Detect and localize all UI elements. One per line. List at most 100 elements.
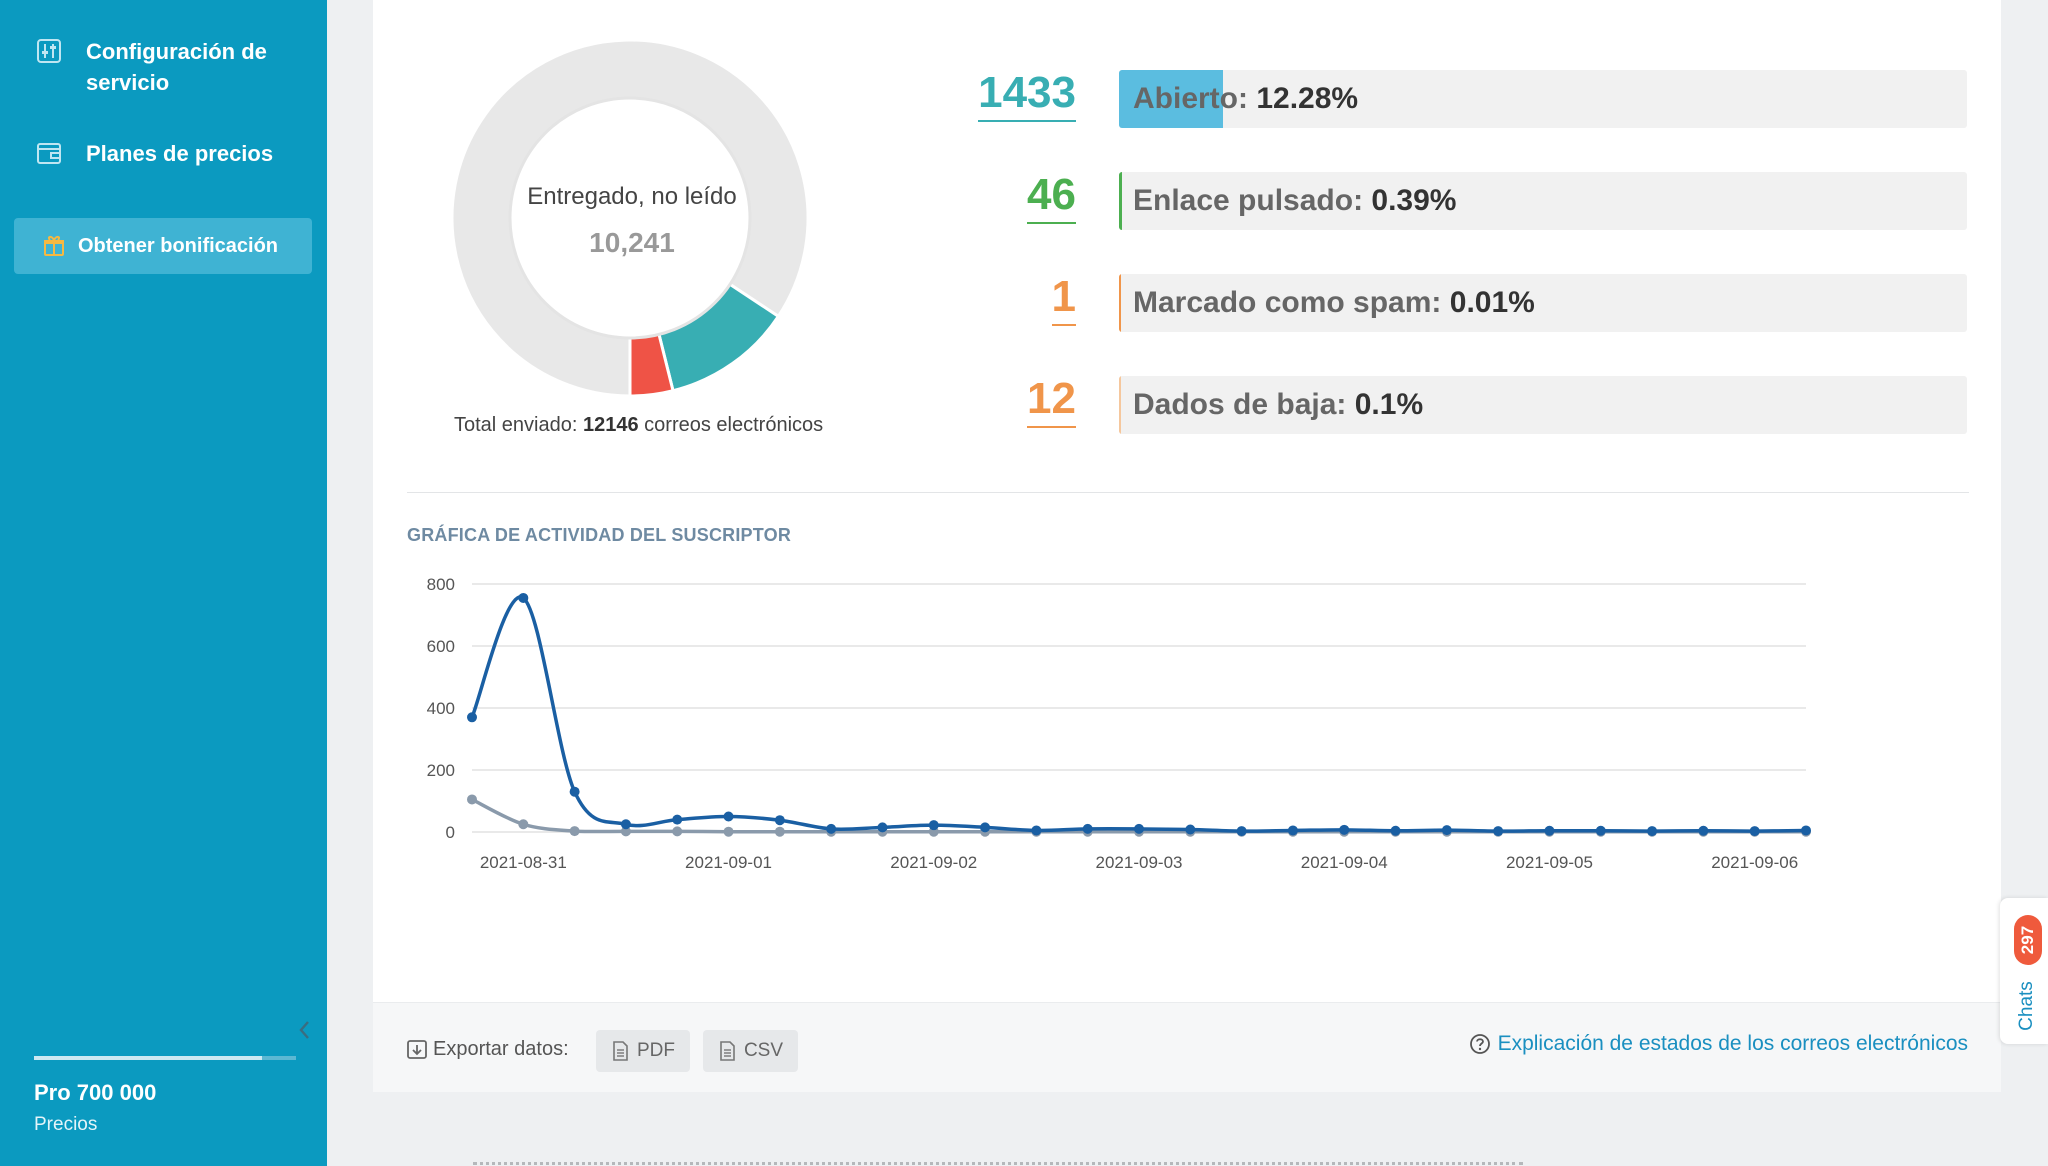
data-point[interactable] (1801, 825, 1811, 836)
stat-label: Enlace pulsado: (1133, 184, 1364, 217)
chevron-left-icon[interactable] (296, 1018, 314, 1042)
stat-bar-fill (1119, 376, 1121, 434)
data-point[interactable] (1185, 824, 1196, 835)
stat-bar: Enlace pulsado: 0.39% (1119, 172, 1967, 230)
stat-text: Abierto: 12.28% (1133, 82, 1358, 116)
stat-bar-fill (1119, 274, 1121, 332)
x-tick-label: 2021-09-06 (1711, 853, 1798, 872)
data-point[interactable] (1647, 826, 1658, 837)
stat-text: Marcado como spam: 0.01% (1133, 286, 1535, 320)
x-tick-label: 2021-09-04 (1301, 853, 1388, 872)
help-link-label: Explicación de estados de los correos el… (1497, 1032, 1968, 1055)
x-tick-label: 2021-09-02 (890, 853, 977, 872)
data-point[interactable] (1749, 826, 1760, 837)
sidebar-item-label: Planes de precios (86, 141, 274, 166)
stat-pct: 12.28% (1256, 82, 1359, 115)
x-tick-label: 2021-09-05 (1506, 853, 1593, 872)
document-icon (720, 1041, 735, 1061)
section-divider (407, 492, 1969, 493)
data-point[interactable] (1134, 823, 1144, 834)
export-label: Exportar datos: (433, 1038, 569, 1060)
stat-text: Enlace pulsado: 0.39% (1133, 184, 1456, 218)
subscriber-activity-chart: 0 200 400 600 800 2021-08-31 2021-09-01 2021-09… (427, 575, 1811, 872)
stat-bar: Dados de baja: 0.1% (1119, 376, 1967, 434)
data-point[interactable] (467, 794, 477, 805)
question-circle-icon (1469, 1034, 1490, 1054)
stat-bar: Abierto: 12.28% (1119, 70, 1967, 128)
total-sent-suffix: correos electrónicos (644, 414, 824, 436)
y-tick-label: 600 (427, 637, 455, 656)
sliders-icon (37, 39, 61, 63)
sidebar-item-pricing-plans[interactable]: Planes de precios (36, 138, 306, 169)
data-point[interactable] (672, 826, 683, 837)
data-point[interactable] (518, 592, 529, 603)
data-point[interactable] (1441, 825, 1452, 836)
data-point[interactable] (774, 826, 785, 837)
donut-center (508, 96, 752, 340)
bonus-label: Obtener bonificación (78, 234, 279, 257)
y-tick-label: 0 (446, 823, 455, 842)
chats-count-badge: 297 (2014, 915, 2042, 965)
data-point[interactable] (877, 822, 888, 833)
plan-name: Pro 700 000 (34, 1080, 157, 1105)
data-point[interactable] (518, 819, 529, 830)
data-point[interactable] (569, 826, 580, 837)
donut-center-value: 10,241 (589, 227, 675, 258)
data-point[interactable] (774, 815, 785, 826)
data-point[interactable] (620, 819, 631, 830)
chats-count: 297 (2018, 925, 2037, 955)
total-sent-prefix: Total enviado: (454, 414, 578, 436)
data-point[interactable] (723, 811, 734, 822)
export-icon (407, 1040, 427, 1059)
data-point[interactable] (980, 822, 991, 833)
wallet-icon (37, 143, 61, 164)
data-point[interactable] (1287, 825, 1298, 836)
y-tick-label: 400 (427, 699, 455, 718)
export-csv-label: CSV (743, 1040, 784, 1061)
data-point[interactable] (928, 820, 939, 831)
export-csv-button[interactable]: CSV (703, 1030, 798, 1072)
data-point[interactable] (1493, 826, 1504, 837)
delivery-donut-chart (452, 40, 808, 396)
data-point[interactable] (1339, 824, 1350, 835)
total-sent-value: 12146 (582, 414, 639, 436)
y-tick-label: 200 (427, 761, 455, 780)
sidebar: Configuración de servicio Planes de prec… (0, 0, 327, 1166)
total-sent: Total enviado: 12146 correos electrónico… (454, 414, 823, 437)
data-point[interactable] (1236, 826, 1247, 837)
data-point[interactable] (826, 823, 837, 834)
stat-bar-fill (1119, 70, 1224, 128)
series-line (470, 595, 1807, 833)
x-tick-label: 2021-08-31 (480, 853, 567, 872)
plan-usage-fill (34, 1056, 262, 1060)
data-point[interactable] (1544, 825, 1555, 836)
data-point[interactable] (569, 786, 580, 797)
email-status-help-link[interactable]: Explicación de estados de los correos el… (1469, 1032, 1968, 1056)
data-point[interactable] (723, 826, 734, 837)
data-point[interactable] (1595, 825, 1606, 836)
data-point[interactable] (672, 814, 683, 825)
data-point[interactable] (1082, 823, 1093, 834)
data-point[interactable] (1390, 825, 1401, 836)
y-tick-label: 800 (427, 575, 455, 594)
data-point[interactable] (467, 712, 477, 723)
stat-bar-fill (1119, 172, 1123, 230)
plan-subtitle-link[interactable]: Precios (34, 1114, 98, 1135)
x-tick-label: 2021-09-03 (1096, 853, 1183, 872)
data-point[interactable] (620, 826, 631, 837)
stat-label: Abierto: (1133, 82, 1248, 115)
chats-label[interactable]: Chats (2016, 981, 2037, 1031)
data-point[interactable] (1031, 825, 1042, 836)
export-pdf-button[interactable]: PDF (596, 1030, 690, 1072)
x-tick-label: 2021-09-01 (685, 853, 772, 872)
sidebar-item-service-config[interactable]: Configuración de servicio (36, 36, 306, 98)
get-bonus-button[interactable]: Obtener bonificación (14, 218, 312, 274)
document-icon (613, 1041, 628, 1061)
donut-center-label: Entregado, no leído (527, 183, 737, 210)
stat-number: 1 (1051, 272, 1076, 326)
gift-icon (44, 236, 64, 256)
data-point[interactable] (1698, 825, 1709, 836)
stat-pct: 0.39% (1371, 184, 1457, 217)
stat-number: 46 (1027, 170, 1076, 224)
stat-label: Dados de baja: (1133, 388, 1347, 421)
